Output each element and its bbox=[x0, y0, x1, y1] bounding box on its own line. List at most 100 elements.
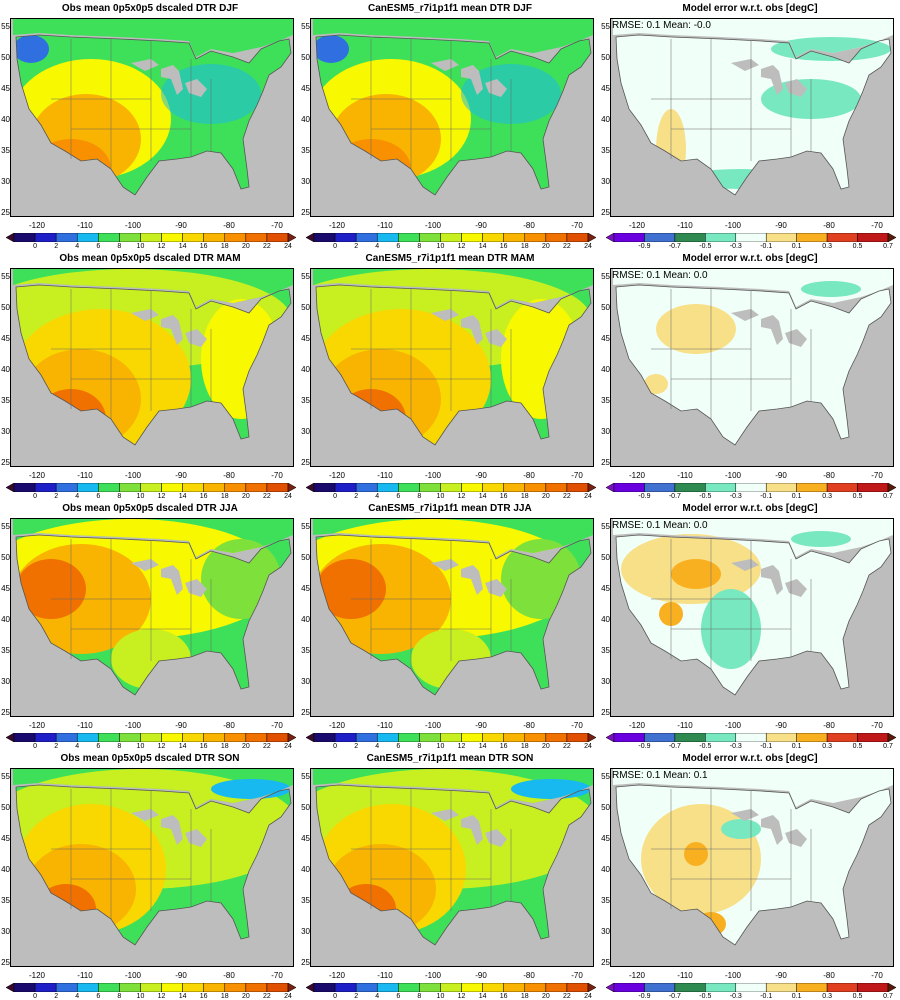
lat-tick-label: 50 bbox=[301, 553, 310, 562]
lat-tick-label: 50 bbox=[301, 53, 310, 62]
colorbar bbox=[6, 983, 296, 992]
lat-tick-label: 45 bbox=[301, 334, 310, 343]
lon-tick-label: -120 bbox=[28, 971, 45, 980]
colorbar-swatch bbox=[887, 233, 896, 242]
map-panel: Model error w.r.t. obs [degC] RMSE: 0.1 M… bbox=[600, 500, 900, 750]
colorbar-label: 4 bbox=[75, 993, 80, 1000]
lon-tick-label: -80 bbox=[823, 721, 835, 730]
colorbar-label: 0.3 bbox=[822, 993, 832, 1000]
lat-tick-label: 45 bbox=[301, 84, 310, 93]
colorbar-label: 8 bbox=[117, 243, 122, 250]
panel-title: Obs mean 0p5x0p5 dscaled DTR JJA bbox=[62, 503, 238, 514]
colorbar-label: 16 bbox=[499, 993, 508, 1000]
colorbar-swatch bbox=[606, 233, 615, 242]
colorbar-label: 16 bbox=[199, 493, 208, 500]
colorbar-swatch bbox=[826, 483, 858, 492]
colorbar-swatch bbox=[376, 483, 399, 492]
map-frame bbox=[10, 268, 294, 467]
colorbar-swatch bbox=[440, 483, 462, 492]
colorbar-swatch bbox=[587, 983, 596, 992]
panel-title: Obs mean 0p5x0p5 dscaled DTR MAM bbox=[59, 253, 241, 264]
panel-title: CanESM5_r7i1p1f1 mean DTR DJF bbox=[368, 3, 532, 14]
lon-tick-label: -80 bbox=[823, 471, 835, 480]
colorbar-swatch bbox=[98, 983, 120, 992]
colorbar-label: 4 bbox=[375, 243, 380, 250]
colorbar-label: 8 bbox=[417, 243, 422, 250]
colorbar-swatch bbox=[613, 233, 645, 242]
lon-tick-label: -80 bbox=[823, 971, 835, 980]
colorbar-label: 16 bbox=[499, 243, 508, 250]
panel-title: CanESM5_r7i1p1f1 mean DTR SON bbox=[366, 753, 534, 764]
colorbar-swatch bbox=[674, 733, 706, 742]
colorbar-label: 14 bbox=[478, 493, 487, 500]
colorbar-swatch bbox=[13, 483, 36, 492]
lat-tick-label: 50 bbox=[1, 53, 10, 62]
map-panel: Obs mean 0p5x0p5 dscaled DTR DJF 55 50 45 40… bbox=[0, 0, 300, 250]
lon-tick-label: -100 bbox=[424, 221, 441, 230]
lon-tick-label: -110 bbox=[377, 221, 393, 230]
colorbar-label: 6 bbox=[396, 243, 401, 250]
map-frame bbox=[10, 768, 294, 967]
lon-tick-label: -90 bbox=[175, 971, 187, 980]
colorbar-swatch bbox=[119, 483, 141, 492]
lat-tick-label: 30 bbox=[1, 427, 10, 436]
map-frame bbox=[310, 268, 594, 467]
colorbar-label: 2 bbox=[354, 743, 359, 750]
map-frame: RMSE: 0.1 Mean: 0.0 bbox=[610, 518, 894, 717]
lat-tick-label: 50 bbox=[1, 303, 10, 312]
lon-tick-label: -80 bbox=[223, 721, 235, 730]
colorbar-label: 0.3 bbox=[822, 243, 832, 250]
colorbar-label: 22 bbox=[263, 993, 271, 1000]
lat-tick-label: 50 bbox=[601, 303, 610, 312]
lat-tick-label: 30 bbox=[301, 927, 310, 936]
stats-label: RMSE: 0.1 Mean: 0.0 bbox=[612, 520, 708, 531]
colorbar-swatch bbox=[245, 233, 268, 242]
colorbar-swatch bbox=[765, 233, 797, 242]
colorbar-label: 6 bbox=[96, 993, 101, 1000]
lon-tick-label: -110 bbox=[377, 721, 393, 730]
colorbar-swatch bbox=[440, 233, 462, 242]
colorbar-swatch bbox=[203, 233, 226, 242]
lon-tick-label: -100 bbox=[424, 971, 441, 980]
lon-tick-label: -90 bbox=[175, 471, 187, 480]
colorbar-swatch bbox=[287, 983, 296, 992]
colorbar-swatch bbox=[266, 233, 289, 242]
lat-tick-label: 25 bbox=[601, 958, 610, 967]
lat-tick-label: 45 bbox=[1, 584, 10, 593]
map-field bbox=[13, 519, 293, 696]
colorbar-swatch bbox=[674, 483, 706, 492]
colorbar-swatch bbox=[55, 733, 78, 742]
lat-tick-label: 25 bbox=[1, 208, 10, 217]
colorbar-label: 12 bbox=[157, 993, 166, 1000]
colorbar-swatch bbox=[735, 483, 767, 492]
lat-tick-label: 55 bbox=[601, 272, 610, 281]
lon-tick-label: -70 bbox=[871, 721, 883, 730]
colorbar-swatch bbox=[398, 233, 420, 242]
colorbar-swatch bbox=[334, 983, 357, 992]
colorbar-swatch bbox=[566, 733, 589, 742]
colorbar-label: -0.7 bbox=[668, 493, 681, 500]
colorbar-swatch bbox=[34, 733, 57, 742]
colorbar-label: 8 bbox=[417, 993, 422, 1000]
colorbar-swatch bbox=[644, 733, 676, 742]
colorbar-swatch bbox=[140, 983, 162, 992]
colorbar-swatch bbox=[355, 233, 378, 242]
colorbar bbox=[606, 983, 896, 992]
colorbar-label: 16 bbox=[499, 743, 508, 750]
colorbar-label: 4 bbox=[375, 993, 380, 1000]
colorbar-label: 10 bbox=[436, 743, 445, 750]
lon-tick-label: -100 bbox=[124, 721, 141, 730]
lon-tick-label: -100 bbox=[724, 721, 741, 730]
map-panel: Obs mean 0p5x0p5 dscaled DTR MAM 55 50 45 40… bbox=[0, 250, 300, 500]
panel-title: Model error w.r.t. obs [degC] bbox=[682, 753, 818, 764]
colorbar-swatch bbox=[6, 483, 15, 492]
lat-tick-label: 30 bbox=[301, 177, 310, 186]
lon-tick-label: -90 bbox=[475, 471, 487, 480]
colorbar-label: 24 bbox=[584, 243, 592, 250]
colorbar-swatch bbox=[503, 983, 526, 992]
colorbar-swatch bbox=[461, 733, 483, 742]
lat-tick-label: 40 bbox=[1, 115, 10, 124]
colorbar-swatch bbox=[482, 483, 504, 492]
colorbar-label: 6 bbox=[96, 493, 101, 500]
lat-tick-label: 55 bbox=[1, 772, 10, 781]
